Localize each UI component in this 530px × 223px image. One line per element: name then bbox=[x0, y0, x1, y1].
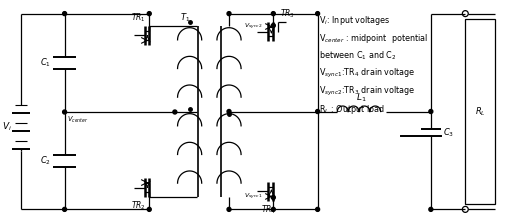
Circle shape bbox=[227, 109, 231, 114]
Circle shape bbox=[63, 12, 67, 16]
Circle shape bbox=[316, 109, 320, 114]
Circle shape bbox=[147, 207, 151, 211]
Text: between C$_1$ and C$_2$: between C$_1$ and C$_2$ bbox=[319, 49, 396, 62]
Circle shape bbox=[147, 12, 151, 16]
Circle shape bbox=[316, 207, 320, 211]
Text: V$_{sync2}$:TR$_3$ drain voltage: V$_{sync2}$:TR$_3$ drain voltage bbox=[319, 85, 415, 98]
Text: $TR_3$: $TR_3$ bbox=[280, 7, 295, 20]
Text: $C_1$: $C_1$ bbox=[40, 57, 51, 69]
Text: $C_3$: $C_3$ bbox=[443, 127, 454, 139]
Text: $TR_2$: $TR_2$ bbox=[131, 199, 146, 212]
Text: $T_1$: $T_1$ bbox=[180, 11, 190, 24]
Text: $L_1$: $L_1$ bbox=[357, 91, 367, 104]
Text: $TR_4$: $TR_4$ bbox=[261, 203, 276, 216]
Circle shape bbox=[271, 196, 275, 199]
Text: $V_i$: $V_i$ bbox=[2, 121, 12, 133]
Text: $V_{center}$: $V_{center}$ bbox=[67, 115, 89, 125]
Text: $V_{sync1}$: $V_{sync1}$ bbox=[244, 191, 262, 202]
Circle shape bbox=[173, 110, 177, 114]
Circle shape bbox=[271, 12, 275, 16]
Circle shape bbox=[227, 12, 231, 16]
Circle shape bbox=[63, 207, 67, 211]
Circle shape bbox=[63, 110, 67, 114]
Circle shape bbox=[316, 12, 320, 16]
Circle shape bbox=[271, 207, 275, 211]
Text: $TR_1$: $TR_1$ bbox=[131, 11, 146, 24]
FancyBboxPatch shape bbox=[465, 19, 495, 204]
Text: V$_{center}$ : midpoint  potential: V$_{center}$ : midpoint potential bbox=[319, 31, 428, 45]
Circle shape bbox=[227, 207, 231, 211]
Circle shape bbox=[429, 109, 433, 114]
Text: V$_{sync1}$:TR$_4$ drain voltage: V$_{sync1}$:TR$_4$ drain voltage bbox=[319, 67, 415, 80]
Text: $R_L$: $R_L$ bbox=[475, 105, 485, 118]
Text: R$_L$ : Output load: R$_L$ : Output load bbox=[319, 103, 384, 116]
Text: V$_i$: Input voltages: V$_i$: Input voltages bbox=[319, 14, 390, 27]
Text: $V_{sync2}$: $V_{sync2}$ bbox=[244, 21, 262, 32]
Text: $C_2$: $C_2$ bbox=[40, 155, 51, 167]
Circle shape bbox=[271, 24, 275, 27]
Circle shape bbox=[429, 207, 433, 211]
